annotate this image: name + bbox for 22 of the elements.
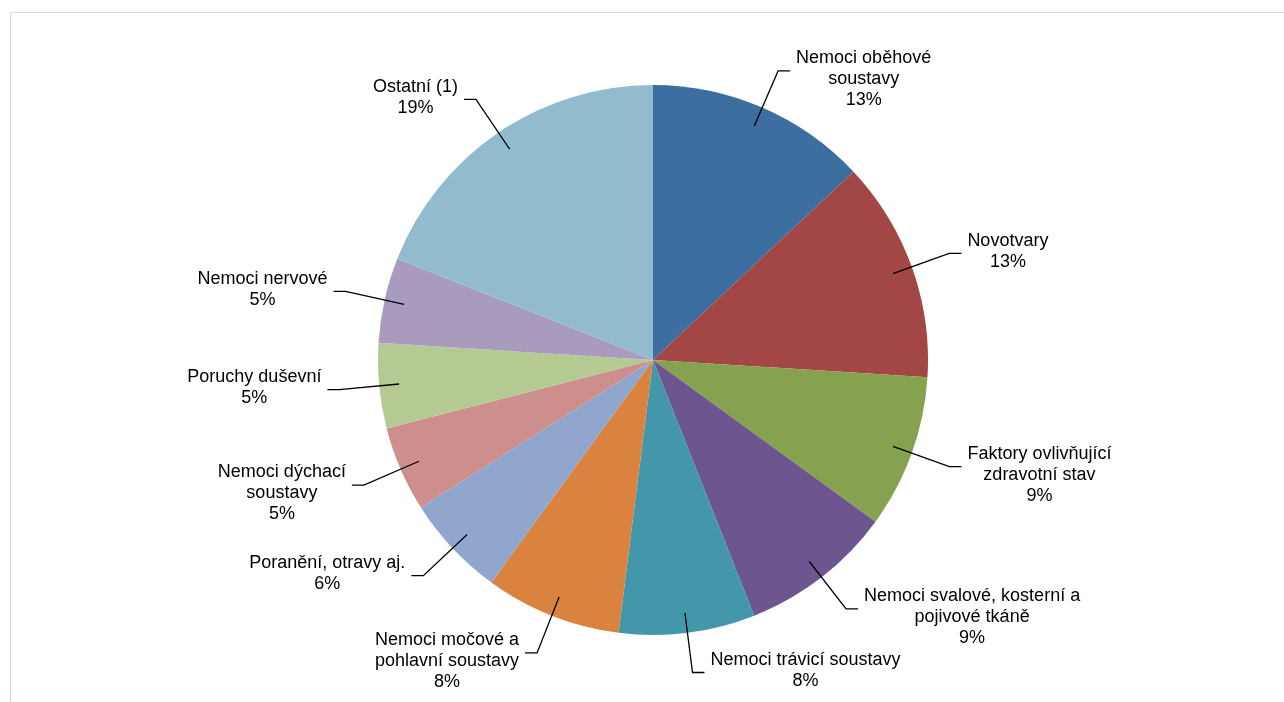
slice-label: Poranění, otravy aj. xyxy=(249,552,406,572)
data-label: 13% xyxy=(989,250,1026,271)
slice-label: Ostatní (1) xyxy=(372,75,458,96)
data-label: 9% xyxy=(959,627,986,648)
slice-label: Faktory ovlivňující zdravotní stav xyxy=(967,443,1112,485)
slice-label: Nemoci svalové, kosterní a pojivové tkáně xyxy=(864,585,1082,627)
slice-label: Nemoci trávicí soustavy xyxy=(710,648,901,669)
data-label: 8% xyxy=(433,671,460,692)
data-label: 9% xyxy=(1026,485,1053,506)
data-label: 5% xyxy=(241,387,268,408)
data-label: 8% xyxy=(792,669,819,690)
data-label: 19% xyxy=(397,96,434,117)
data-label: 5% xyxy=(249,288,276,309)
data-label: 6% xyxy=(314,573,341,593)
data-label: 13% xyxy=(845,89,882,110)
slice-label: Novotvary xyxy=(967,229,1049,250)
data-label: 5% xyxy=(268,503,295,524)
slice-label: Nemoci oběhové soustavy xyxy=(796,47,932,89)
slice-label: Nemoci dýchací soustavy xyxy=(217,461,346,503)
slice-label: Poruchy duševní xyxy=(187,366,322,387)
slice-label: Nemoci nervové xyxy=(197,267,328,288)
slice-label: Nemoci močové a pohlavní soustavy xyxy=(374,629,521,671)
